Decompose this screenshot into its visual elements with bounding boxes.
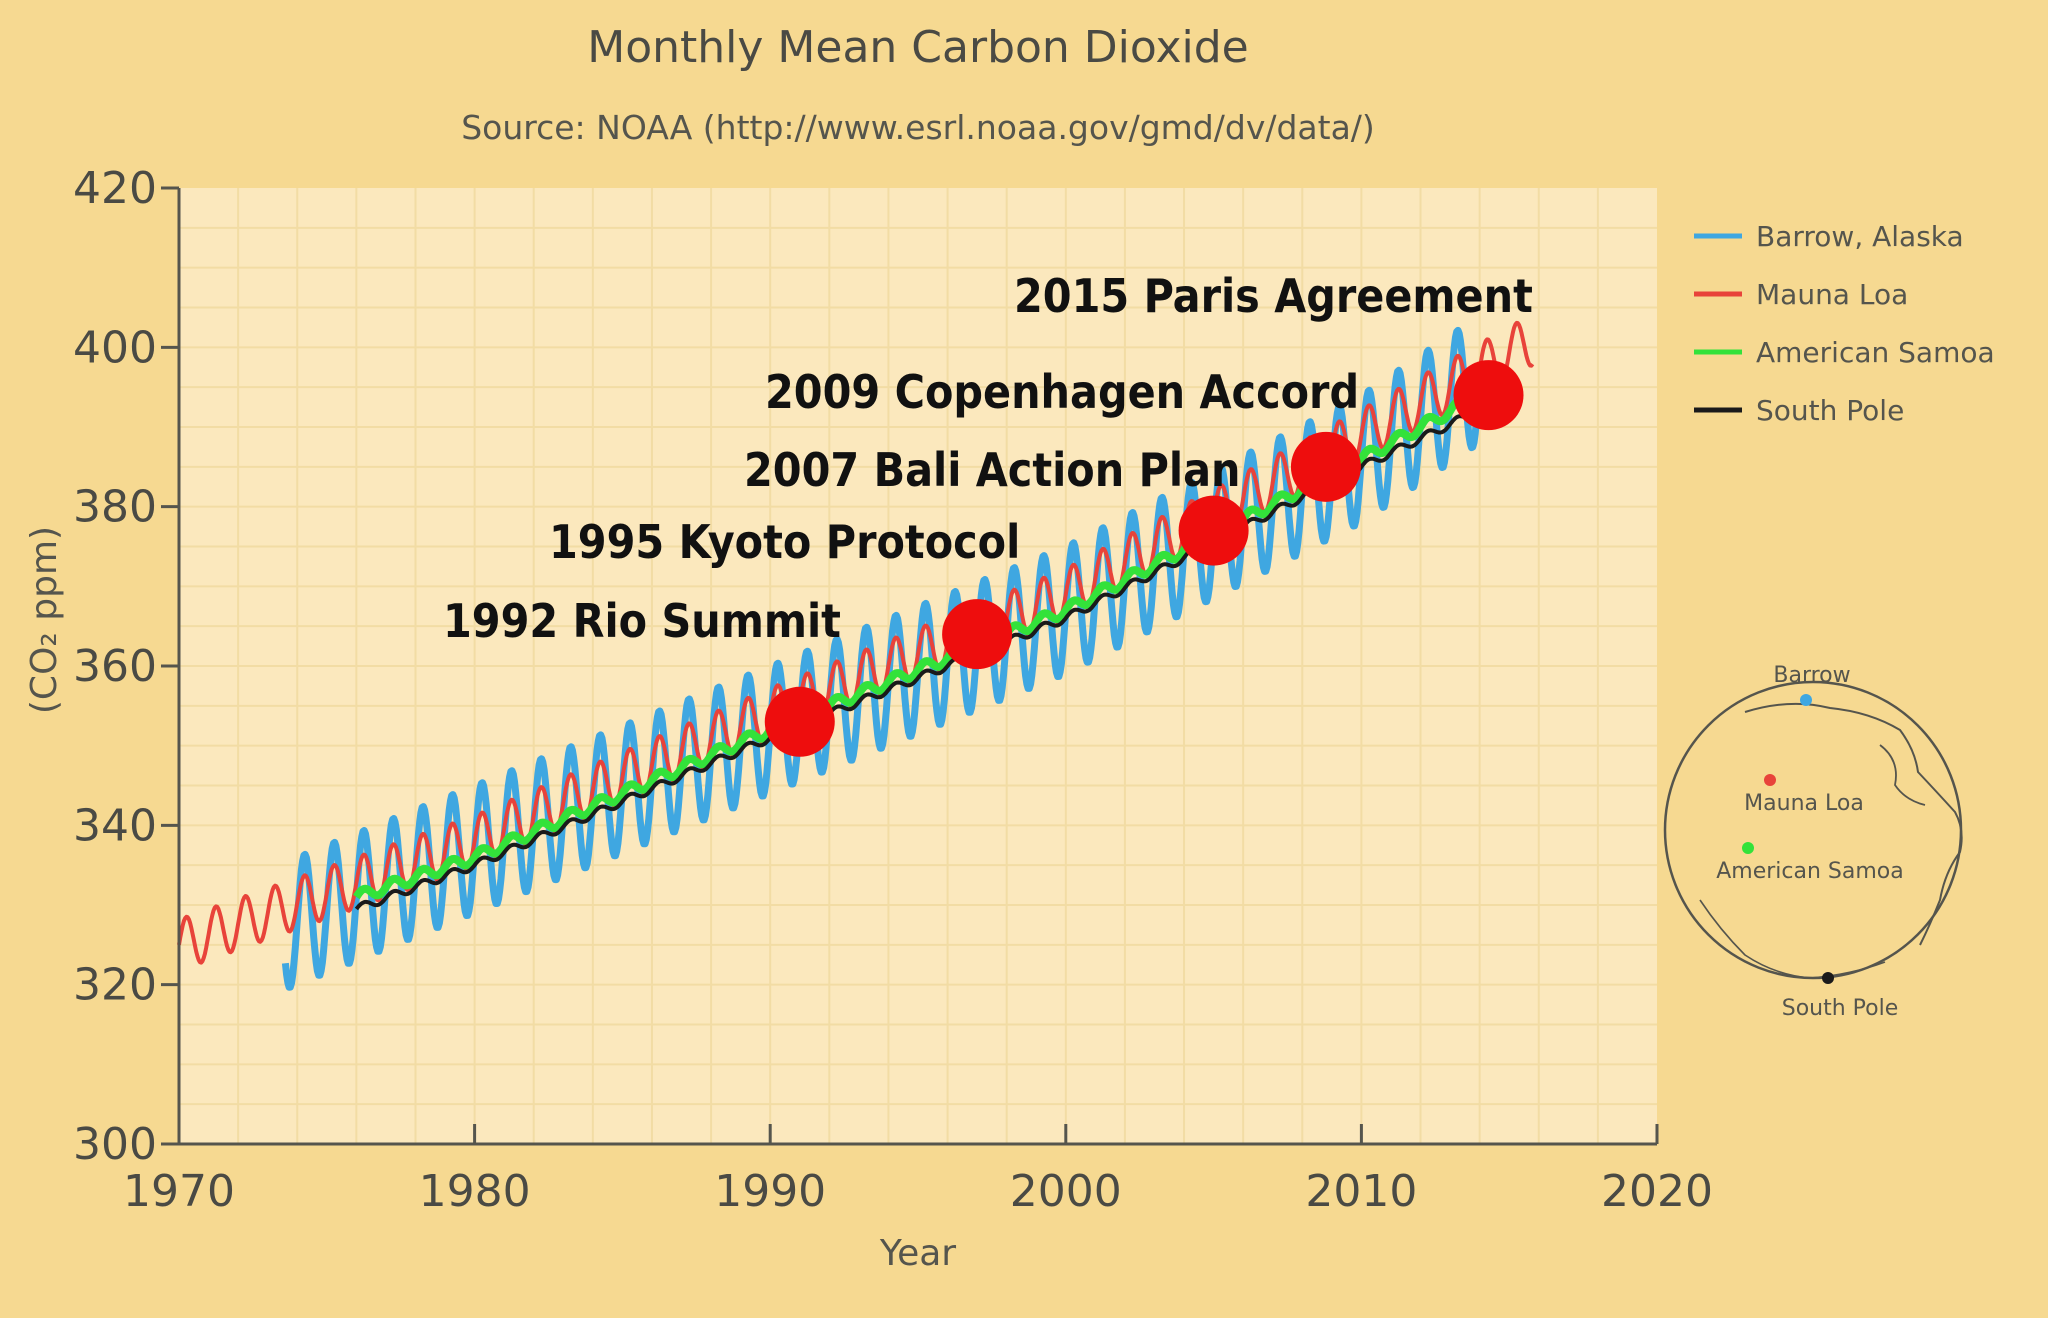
x-axis-label: Year: [879, 1233, 956, 1274]
x-tick-label: 2000: [1010, 1166, 1122, 1217]
y-tick-label: 340: [73, 800, 157, 851]
legend-label: South Pole: [1756, 394, 1904, 427]
legend-label: Barrow, Alaska: [1756, 220, 1964, 253]
inset-globe-map: Barrow Mauna Loa American Samoa South Po…: [1663, 663, 1963, 1021]
coastline-path: [1744, 702, 1963, 946]
series-line-barrow: [281, 326, 1480, 991]
y-axis-label: (CO₂ ppm): [24, 526, 65, 714]
axes: 300 320 340 360 380 400 420 1970 1980 1990 2000 201…: [73, 163, 1713, 1217]
annotation-marker: [1290, 431, 1361, 502]
y-tick-label: 400: [73, 322, 157, 373]
annotation-marker: [942, 599, 1013, 670]
x-tick-label: 1980: [419, 1166, 531, 1217]
annotation-label: 2015 Paris Agreement: [1014, 269, 1533, 323]
annotation-label: 1992 Rio Summit: [443, 594, 841, 648]
annotation-label: 2009 Copenhagen Accord: [765, 365, 1359, 419]
y-tick-label: 420: [73, 163, 157, 214]
x-tick-label: 2020: [1601, 1166, 1713, 1217]
annotation-marker: [1453, 360, 1524, 431]
american-samoa-station-dot: [1742, 842, 1754, 854]
barrow-station-dot: [1800, 694, 1812, 706]
map-label-mauna-loa: Mauna Loa: [1744, 791, 1864, 816]
map-label-american-samoa: American Samoa: [1716, 859, 1904, 884]
coastline-path: [1699, 899, 1886, 979]
legend-label: American Samoa: [1756, 336, 1995, 369]
south-pole-station-dot: [1822, 972, 1834, 984]
x-tick-label: 2010: [1305, 1166, 1417, 1217]
annotation-labels: 1992 Rio Summit 1995 Kyoto Protocol 2007 B…: [443, 269, 1533, 648]
y-tick-label: 360: [73, 641, 157, 692]
y-tick-label: 300: [73, 1119, 157, 1170]
legend-label: Mauna Loa: [1756, 278, 1908, 311]
annotation-marker: [764, 686, 835, 757]
y-tick-label: 320: [73, 960, 157, 1011]
map-label-south-pole: South Pole: [1782, 996, 1899, 1021]
annotation-label: 2007 Bali Action Plan: [744, 443, 1240, 497]
annotation-marker: [1178, 495, 1249, 566]
map-label-barrow: Barrow: [1773, 663, 1850, 688]
annotation-label: 1995 Kyoto Protocol: [549, 515, 1020, 569]
y-tick-label: 380: [73, 482, 157, 533]
mauna-loa-station-dot: [1764, 774, 1776, 786]
coastline-path: [1879, 744, 1926, 806]
x-tick-label: 1970: [123, 1166, 235, 1217]
annotation-markers: [764, 360, 1524, 757]
x-tick-label: 1990: [714, 1166, 826, 1217]
chart-title: Monthly Mean Carbon Dioxide: [587, 22, 1248, 73]
legend: Barrow, Alaska Mauna Loa American Samoa Sou…: [1694, 220, 1995, 427]
chart-subtitle: Source: NOAA (http://www.esrl.noaa.gov/g…: [461, 108, 1375, 147]
